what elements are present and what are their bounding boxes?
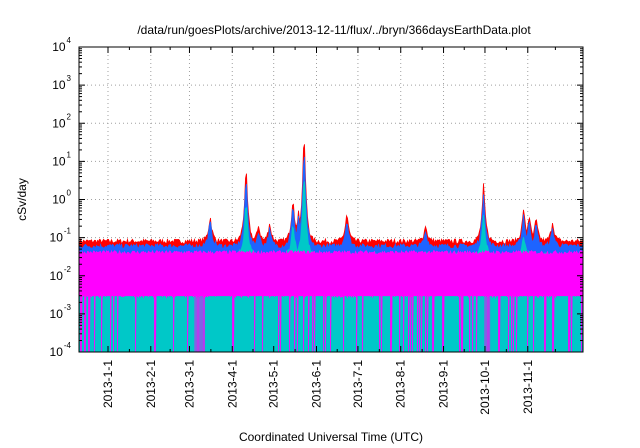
y-tick-base: 10 <box>50 345 64 359</box>
y-tick-exponent: 2 <box>67 112 72 121</box>
y-tick-base: 10 <box>52 40 66 54</box>
series-4-area <box>78 249 584 296</box>
y-tick-label: -210 <box>50 265 72 283</box>
y-tick-base: 10 <box>52 116 66 130</box>
x-tick-label: 2013-3-1 <box>182 360 196 408</box>
series-4-dropouts <box>78 289 584 353</box>
y-tick-base: 10 <box>50 231 64 245</box>
y-tick-exponent: 1 <box>67 150 72 159</box>
x-tick-label: 2013-7-1 <box>351 360 365 408</box>
y-axis-label: cSv/day <box>15 178 29 221</box>
x-tick-label: 2013-10-1 <box>478 360 492 415</box>
y-tick-label: -110 <box>50 227 72 245</box>
y-tick-label: 310 <box>52 74 71 92</box>
x-tick-label: 2013-4-1 <box>225 360 239 408</box>
tick-marks <box>79 46 583 353</box>
y-tick-exponent: 4 <box>67 36 72 45</box>
y-tick-label: 210 <box>52 112 71 130</box>
x-tick-label: 2013-8-1 <box>394 360 408 408</box>
y-tick-exponent: -4 <box>64 341 72 350</box>
y-tick-exponent: 0 <box>67 189 72 198</box>
x-tick-label: 2013-1-1 <box>101 360 115 408</box>
x-axis-label: Coordinated Universal Time (UTC) <box>239 430 423 444</box>
y-tick-label: 410 <box>52 36 71 54</box>
y-tick-label: 010 <box>52 189 71 207</box>
y-tick-base: 10 <box>52 78 66 92</box>
x-tick-label: 2013-2-1 <box>144 360 158 408</box>
x-tick-label: 2013-5-1 <box>267 360 281 408</box>
y-tick-exponent: -2 <box>64 265 72 274</box>
x-tick-label: 2013-6-1 <box>310 360 324 408</box>
y-tick-base: 10 <box>50 269 64 283</box>
y-tick-label: -310 <box>50 303 72 321</box>
x-tick-labels: 2013-1-1 2013-2-1 2013-3-1 2013-4-1 2013-5-1… <box>101 360 535 415</box>
x-tick-label: 2013-11-1 <box>521 360 535 414</box>
y-tick-label: -410 <box>50 341 72 359</box>
y-tick-base: 10 <box>52 193 66 207</box>
y-tick-base: 10 <box>52 154 66 168</box>
x-tick-label: 2013-9-1 <box>437 360 451 408</box>
y-tick-label: 110 <box>52 150 71 168</box>
y-tick-exponent: -1 <box>64 227 72 236</box>
y-tick-exponent: -3 <box>64 303 72 312</box>
y-tick-exponent: 3 <box>67 74 72 83</box>
chart-title: /data/run/goesPlots/archive/2013-12-11/f… <box>137 23 531 37</box>
plot-area <box>78 144 584 353</box>
y-tick-base: 10 <box>50 307 64 321</box>
